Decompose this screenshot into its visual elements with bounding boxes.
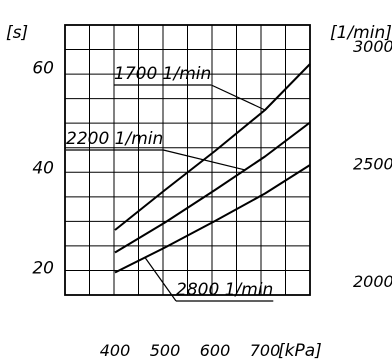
series-label-2800: 2800 1/min [176,280,273,300]
tick-labels: 20 40 60 400 500 600 700 2000 2500 3000 [32,37,392,360]
y2-tick-label: 2000 [353,272,392,291]
plot-frame [64,24,311,296]
y2-axis-label: [1/min] [330,23,392,43]
leader-line [211,84,266,111]
y-tick-label: 40 [32,159,54,179]
grid [65,25,310,295]
x-tick-label: 500 [150,341,181,360]
series-label-1700: 1700 1/min [114,64,211,84]
label-leaders [66,84,274,302]
leader-line [144,257,177,302]
series-label-2200: 2200 1/min [66,129,163,149]
series-lines [114,63,311,274]
y-tick-label: 60 [32,59,54,79]
y-axis-label: [s] [6,23,28,43]
y2-tick-label: 2500 [353,155,392,174]
x-tick-label: 700 [250,341,281,360]
leader-line [163,149,246,171]
x-tick-label: 400 [100,341,131,360]
x-axis-label: [kPa] [278,341,322,361]
y-tick-label: 20 [32,259,54,279]
y2-tick-label: 3000 [353,37,392,56]
series-line-2200 [114,121,311,254]
x-tick-label: 600 [200,341,231,360]
series-line-1700 [114,63,311,231]
series-line-2800 [114,164,311,274]
